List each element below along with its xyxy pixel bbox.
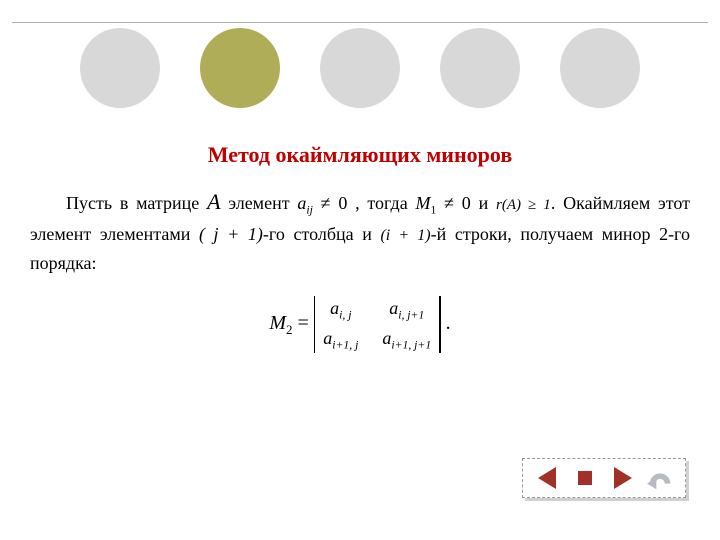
neq0: ≠ 0 (436, 193, 470, 213)
M2: M2 (269, 312, 297, 334)
period: . (446, 312, 451, 334)
neq0: ≠ 0 (313, 193, 347, 213)
M: M (415, 193, 430, 213)
text: -го столбца и (263, 224, 381, 244)
top-divider (12, 22, 708, 23)
symbol-rA: r(A) ≥ 1 (496, 197, 551, 213)
text: элемент (228, 193, 297, 213)
triangle-right-icon (614, 467, 632, 489)
circle-4 (440, 28, 520, 108)
square-icon (578, 471, 592, 485)
M: M (269, 312, 286, 334)
slide-body: Пусть в матрице A элемент aij ≠ 0 , тогд… (30, 184, 690, 278)
sub-2: 2 (286, 322, 293, 337)
circle-3 (320, 28, 400, 108)
circle-2 (200, 28, 280, 108)
nav-controls (522, 458, 686, 498)
symbol-A: A (207, 189, 220, 214)
symbol-jp1: ( j + 1) (199, 224, 263, 244)
cell-12: ai, j+1 (382, 298, 431, 322)
determinant: ai, j ai, j+1 ai+1, j ai+1, j+1 (314, 296, 441, 353)
decorative-circles (0, 28, 720, 108)
text: , тогда (355, 193, 415, 213)
symbol-M1: M1 ≠ 0 (415, 193, 478, 213)
symbol-aij: aij ≠ 0 (297, 193, 355, 213)
a: a (297, 193, 306, 213)
slide-title: Метод окаймляющих миноров (0, 142, 720, 168)
cell-21: ai+1, j (323, 328, 358, 352)
uturn-icon (647, 466, 675, 490)
text: Пусть в матрице (66, 193, 207, 213)
prev-button[interactable] (533, 465, 561, 491)
equals: = (298, 312, 314, 334)
next-button[interactable] (609, 465, 637, 491)
cell-11: ai, j (323, 298, 358, 322)
det-bar-right (439, 296, 441, 353)
stop-button[interactable] (571, 465, 599, 491)
text: и (479, 193, 496, 213)
triangle-left-icon (538, 467, 556, 489)
circle-1 (80, 28, 160, 108)
minor-formula: M2 = ai, j ai, j+1 ai+1, j ai+1, j+1 . (0, 296, 720, 353)
circle-5 (560, 28, 640, 108)
cell-22: ai+1, j+1 (382, 328, 431, 352)
symbol-ip1: (i + 1) (380, 227, 430, 244)
return-button[interactable] (647, 465, 675, 491)
